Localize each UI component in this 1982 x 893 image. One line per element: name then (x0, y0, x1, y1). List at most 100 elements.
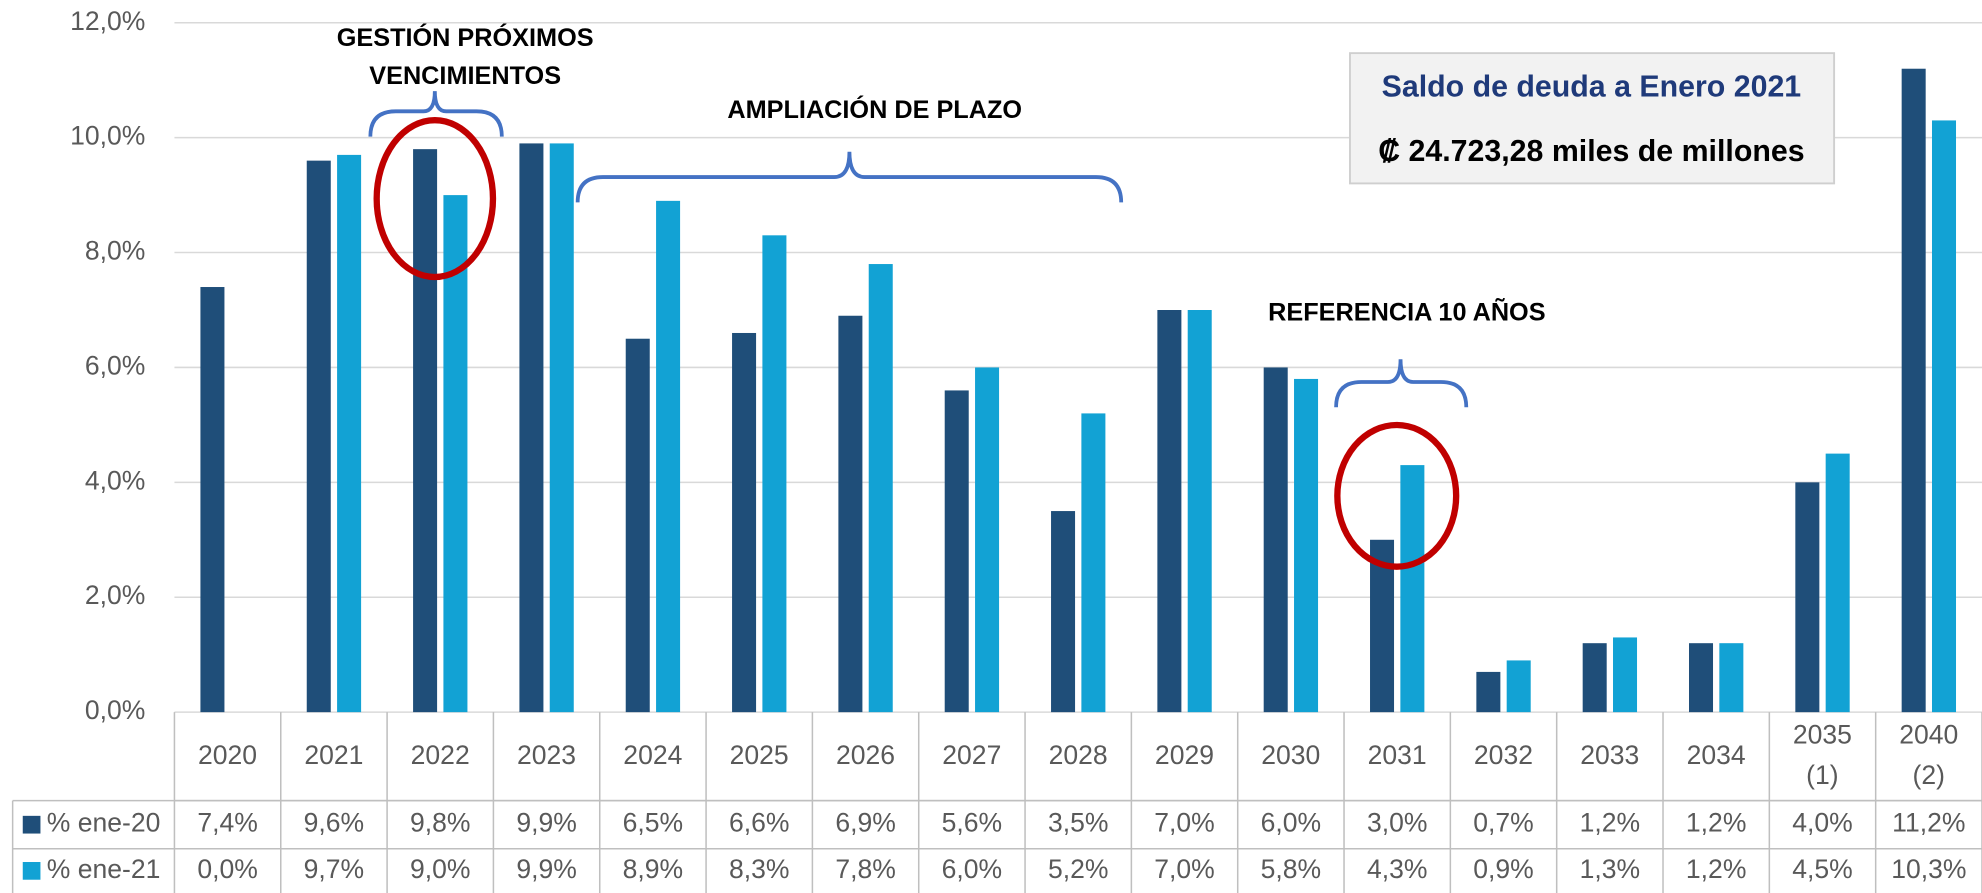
x-tick-cell: 2020 (174, 712, 280, 801)
x-tick-cell: 2033 (1557, 712, 1663, 801)
table-value: 5,8% (1261, 854, 1321, 884)
table-value: 7,0% (1154, 854, 1214, 884)
x-tick-cell: 2031 (1344, 712, 1450, 801)
table-value: 0,7% (1473, 808, 1533, 838)
x-tick-cell: 2023 (493, 712, 599, 801)
table-value: 1,2% (1686, 854, 1746, 884)
x-tick-cell: 2025 (706, 712, 812, 801)
bar (200, 287, 225, 713)
x-tick-cell: 2027 (919, 712, 1025, 801)
bar (625, 338, 650, 713)
table-value: 7,8% (835, 854, 895, 884)
x-tick-cell: 2032 (1450, 712, 1556, 801)
table-value: 9,9% (516, 854, 576, 884)
bar (838, 315, 863, 713)
y-tick-label: 8,0% (85, 236, 145, 266)
highlight-circle (373, 117, 497, 281)
table-value: 6,5% (623, 808, 683, 838)
table-value: 9,6% (304, 808, 364, 838)
bar (762, 235, 787, 713)
info-box-value: ₡ 24.723,28 miles de millones (1378, 135, 1804, 168)
bar (732, 332, 757, 713)
grid: 0,0% 2,0% 4,0% 6,0% 8,0% 10,0% 12,0% (70, 6, 1982, 725)
x-tick-cell: 2026 (812, 712, 918, 801)
table-value: 3,0% (1367, 808, 1427, 838)
legend-label: % ene-21 (47, 854, 161, 884)
table-value: 1,2% (1580, 808, 1640, 838)
bar (306, 160, 331, 713)
table-value: 7,4% (197, 808, 257, 838)
highlight-circle (1334, 421, 1460, 570)
bar (1825, 453, 1850, 713)
bar (868, 264, 893, 713)
brace (368, 91, 504, 137)
bar (1294, 378, 1319, 713)
x-tick-label: 2022 (410, 741, 470, 771)
x-tick-cell: 2027 (919, 712, 1025, 801)
x-tick-label: 2035 (1) (1792, 720, 1852, 791)
table-value: 6,6% (729, 808, 789, 838)
table-value: 6,0% (1261, 808, 1321, 838)
y-tick-label: 6,0% (85, 350, 145, 380)
x-tick-cell: 2033 (1557, 712, 1663, 801)
info-box-title: Saldo de deuda a Enero 2021 (1382, 71, 1802, 104)
table-value: 8,9% (623, 854, 683, 884)
x-tick-cell: 2032 (1450, 712, 1556, 801)
x-tick-cell: 2040 (2) (1876, 712, 1982, 801)
x-tick-cell: 2029 (1131, 712, 1237, 801)
y-tick-label: 4,0% (85, 465, 145, 495)
bar (337, 154, 362, 713)
annotation: AMPLIACIÓN DE PLAZO (727, 94, 1022, 124)
annotation: VENCIMIENTOS (369, 62, 561, 90)
bar (1931, 120, 1957, 713)
bar (519, 143, 544, 713)
x-tick-label: 2029 (1154, 741, 1214, 771)
bar (443, 195, 468, 713)
x-tick-cell: 2030 (1261, 741, 1321, 771)
y-tick-label: 2,0% (85, 580, 145, 610)
bar (1263, 367, 1288, 713)
legend-swatch (22, 815, 41, 834)
bar (975, 367, 1000, 713)
bar (1157, 309, 1182, 713)
x-tick-cell: 2031 (1344, 712, 1450, 801)
x-tick-cell: 2024 (600, 712, 706, 801)
x-tick-label: 2021 (304, 741, 364, 771)
table-value: 5,6% (942, 808, 1002, 838)
table-value: 6,0% (942, 854, 1002, 884)
info-box (1349, 52, 1836, 185)
table-value: 9,9% (516, 808, 576, 838)
table-value: 6,9% (835, 808, 895, 838)
x-tick-label: 2025 (729, 741, 789, 771)
x-tick-label: 2030 (1261, 741, 1321, 771)
table-value: 9,7% (304, 854, 364, 884)
y-tick-label: 12,0% (70, 6, 145, 36)
x-tick-label: 2023 (516, 741, 577, 771)
x-tick-cell: 2021 (281, 712, 387, 801)
bar (1081, 413, 1106, 713)
x-tick-label: 2034 (1686, 741, 1746, 771)
bar (1719, 643, 1744, 713)
table-value: 0,0% (197, 854, 257, 884)
x-tick-cell: 2022 (387, 712, 493, 801)
y-tick-label: 10,0% (70, 121, 145, 151)
x-tick-label: 2020 (197, 741, 258, 771)
bar (1051, 511, 1076, 713)
table-value: 8,3% (729, 854, 789, 884)
x-tick-cell: 2024 (600, 712, 706, 801)
bar (656, 200, 681, 713)
table-value: 3,5% (1048, 808, 1108, 838)
x-tick-cell: 2025 (706, 712, 812, 801)
x-tick-cell: 2035 (1) (1769, 712, 1875, 801)
x-tick-cell: 2021 (281, 712, 387, 801)
table-value: 4,5% (1792, 854, 1852, 884)
bar (1582, 643, 1607, 713)
annotation: REFERENCIA 10 AÑOS (1268, 296, 1545, 326)
table-value: 9,8% (410, 808, 470, 838)
x-tick-cell: 2034 (1663, 712, 1769, 801)
annotation: GESTIÓN PRÓXIMOS (337, 22, 594, 52)
x-tick-cell: 2020 (174, 712, 280, 801)
x-tick-label: 2028 (1048, 741, 1108, 771)
x-tick-cell: 2023 (493, 712, 599, 801)
